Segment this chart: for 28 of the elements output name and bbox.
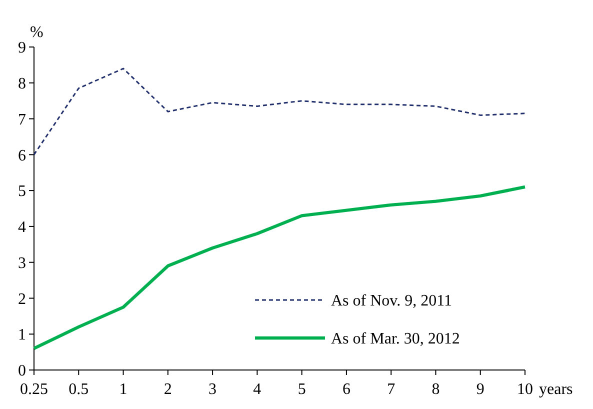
- legend-label: As of Nov. 9, 2011: [331, 292, 452, 310]
- y-tick-label: 2: [18, 290, 26, 308]
- legend-label: As of Mar. 30, 2012: [331, 330, 460, 348]
- x-tick-label: 7: [387, 381, 396, 398]
- x-tick-label: 9: [476, 381, 484, 398]
- x-tick-label: 10: [517, 381, 533, 398]
- y-tick-label: 3: [18, 254, 26, 272]
- line-series: [33, 68, 526, 156]
- y-tick-label: 4: [18, 219, 26, 236]
- x-tick-label: 5: [298, 381, 306, 398]
- x-tick-label: 8: [432, 381, 440, 398]
- y-tick-label: 7: [18, 111, 26, 128]
- x-tick-label: 0.25: [20, 381, 48, 398]
- y-tick-label: 6: [18, 147, 26, 164]
- line-series: [32, 185, 527, 350]
- x-axis-title: years: [539, 381, 573, 398]
- y-tick-label: 9: [18, 40, 26, 57]
- x-tick-label: 6: [342, 381, 350, 398]
- x-tick-label: 4: [253, 381, 262, 398]
- y-axis-title: %: [30, 24, 44, 41]
- y-tick-label: 5: [18, 183, 26, 200]
- x-tick-label: 0.5: [68, 381, 89, 398]
- y-tick-label: 1: [18, 326, 26, 344]
- x-tick-label: 1: [119, 381, 128, 398]
- y-tick-label: 0: [18, 362, 26, 380]
- y-tick-label: 8: [18, 75, 26, 92]
- x-tick-label: 2: [164, 381, 172, 398]
- x-tick-label: 3: [208, 381, 217, 398]
